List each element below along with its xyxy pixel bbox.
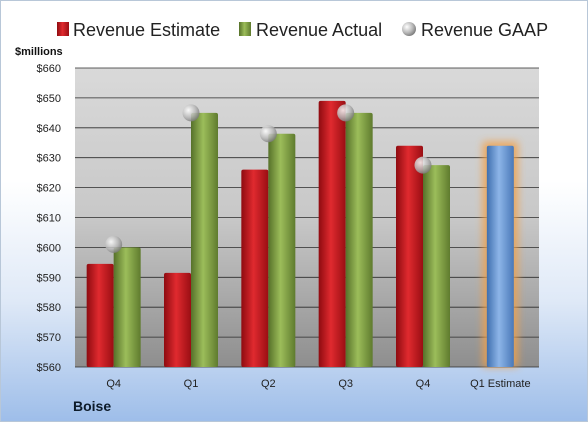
bar-revenue-estimate [318, 100, 346, 367]
legend-label-gaap: Revenue GAAP [421, 20, 548, 40]
bar-revenue-actual [268, 133, 296, 367]
x-category-label: Q4 [106, 378, 121, 390]
y-tick-label: $600 [37, 242, 61, 254]
y-tick-label: $650 [37, 93, 61, 105]
x-axis-categories: Q4 Q1 Q2 Q3 Q4 Q1 Estimate [106, 378, 530, 390]
y-tick-label: $570 [37, 332, 61, 344]
bar-revenue-actual [191, 112, 218, 367]
y-tick-label: $580 [37, 302, 61, 314]
y-tick-label: $590 [37, 272, 61, 284]
bar-revenue-actual [345, 112, 373, 367]
gaap-markers [105, 104, 432, 253]
y-tick-label: $640 [37, 123, 61, 135]
x-category-label: Q1 [184, 378, 199, 390]
x-category-label: Q2 [261, 378, 276, 390]
bar-revenue-actual [423, 165, 450, 367]
x-category-label: Q1 Estimate [470, 378, 531, 390]
legend-label-estimate: Revenue Estimate [73, 20, 220, 40]
y-axis-unit-label: $millions [15, 46, 63, 58]
legend-swatch-actual [239, 22, 251, 36]
bar-revenue-estimate [86, 263, 114, 367]
bar-revenue-estimate-next [486, 145, 514, 367]
marker-revenue-gaap [414, 156, 432, 174]
bar-revenue-estimate [396, 145, 423, 367]
bar-revenue-actual [113, 247, 141, 367]
legend: Revenue Estimate Revenue Actual Revenue … [57, 20, 548, 40]
y-tick-label: $660 [37, 63, 61, 75]
marker-revenue-gaap [105, 235, 123, 253]
y-tick-label: $620 [37, 183, 61, 195]
gridlines [75, 67, 539, 368]
legend-swatch-estimate [57, 22, 69, 36]
y-tick-label: $630 [37, 153, 61, 165]
y-axis-ticks: $560 $570 $580 $590 $600 $610 $620 $630 $640 $650… [37, 63, 61, 374]
bar-revenue-estimate [164, 272, 191, 367]
legend-label-actual: Revenue Actual [256, 20, 382, 40]
y-tick-label: $610 [37, 213, 61, 225]
marker-revenue-gaap [337, 104, 355, 122]
legend-marker-gaap [402, 22, 416, 36]
y-tick-label: $560 [37, 362, 61, 374]
company-name: Boise [73, 398, 112, 414]
bar-revenue-estimate [241, 169, 269, 367]
marker-revenue-gaap [259, 125, 277, 143]
x-category-label: Q4 [416, 378, 431, 390]
marker-revenue-gaap [182, 104, 200, 122]
x-category-label: Q3 [338, 378, 353, 390]
bars [86, 100, 518, 367]
